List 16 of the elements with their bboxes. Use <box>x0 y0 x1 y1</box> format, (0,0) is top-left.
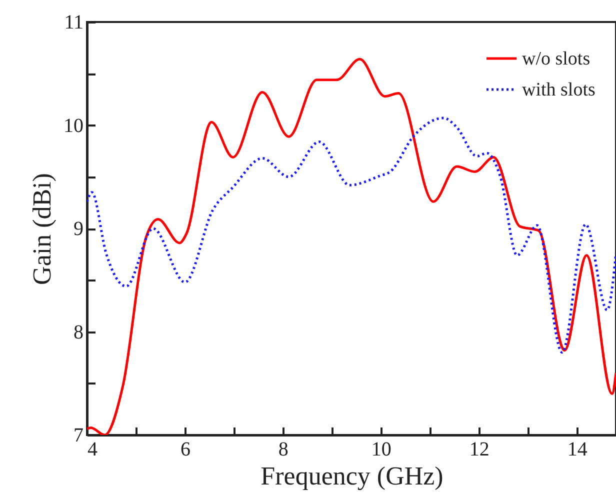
legend-label: w/o slots <box>522 48 590 70</box>
y-tick-label: 9 <box>74 218 84 240</box>
x-axis-title: Frequency (GHz) <box>260 462 444 490</box>
line-series <box>87 116 616 354</box>
y-tick-label: 10 <box>64 114 84 137</box>
y-tick-label: 7 <box>74 424 84 446</box>
x-tick-label: 12 <box>469 438 490 460</box>
x-tick-label: 6 <box>180 438 190 460</box>
y-tick-label: 8 <box>74 321 84 344</box>
x-tick-label: 10 <box>371 438 392 460</box>
legend-label: with slots <box>522 80 596 100</box>
x-tick-label: 14 <box>567 438 588 460</box>
y-axis-title: Gain (dBi) <box>28 173 56 285</box>
x-tick-label: 4 <box>88 438 98 460</box>
y-tick-label: 11 <box>64 12 84 34</box>
x-tick-label: 8 <box>278 438 288 460</box>
